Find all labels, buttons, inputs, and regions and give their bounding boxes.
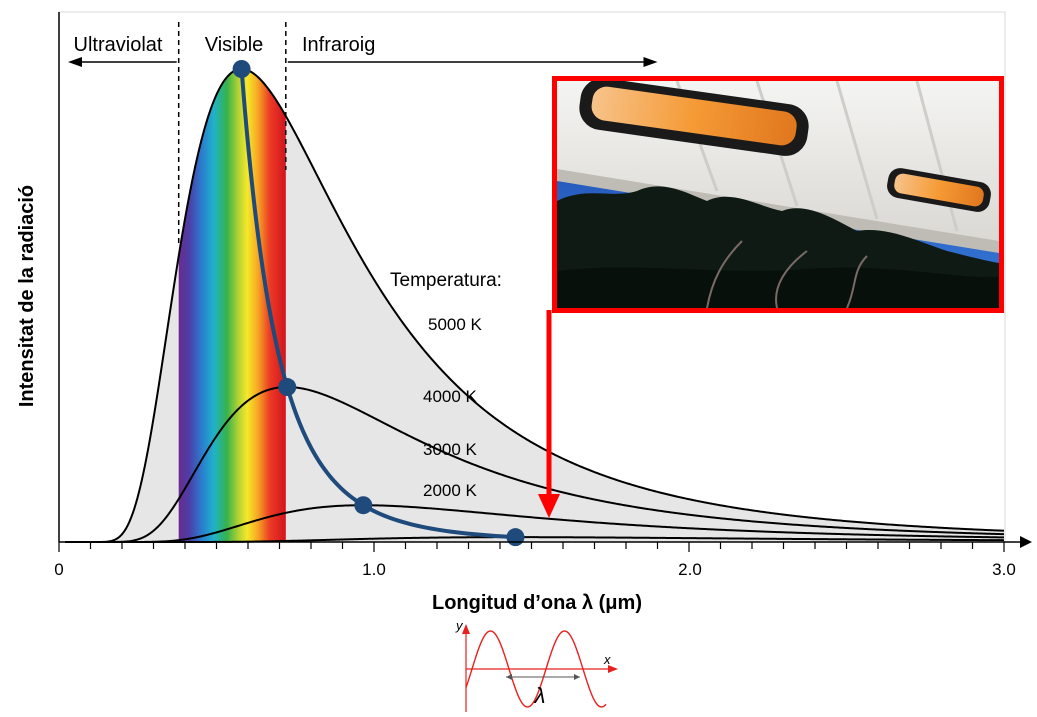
wave-y-arrowhead xyxy=(462,624,470,634)
legend-title: Temperatura: xyxy=(390,270,502,291)
uv-arrow xyxy=(68,57,177,67)
peak-point-5000k xyxy=(232,60,251,78)
x-tick-label-2: 2.0 xyxy=(678,560,702,579)
peak-point-2000k xyxy=(506,528,525,547)
region-label-ultraviolet: Ultraviolat xyxy=(74,34,163,56)
y-axis-label: Intensitat de la radiació xyxy=(16,185,38,407)
photo-pointer-head xyxy=(538,494,560,518)
x-tick-label-1: 1.0 xyxy=(362,560,386,579)
x-axis-arrowhead xyxy=(1020,536,1032,548)
wave-x-label: x xyxy=(603,652,611,667)
series-label-4000k: 4000 K xyxy=(423,387,478,406)
heater-large-glow xyxy=(591,86,797,146)
wave-lambda-label: λ xyxy=(534,683,546,708)
peak-point-4000k xyxy=(278,378,297,397)
curve-3000k xyxy=(65,504,1005,543)
series-label-2000k: 2000 K xyxy=(423,481,478,500)
x-axis-label: Longitud d’ona λ (μm) xyxy=(432,592,642,614)
wavelength-arrow-left xyxy=(506,674,512,680)
sine-wave xyxy=(465,630,607,708)
region-label-visible: Visible xyxy=(205,34,264,56)
wien-displacement-line xyxy=(239,68,516,540)
wave-x-arrowhead xyxy=(608,665,618,673)
x-tick-label-3: 3.0 xyxy=(992,560,1016,579)
wave-inset: y x λ xyxy=(455,618,618,712)
series-label-3000k: 3000 K xyxy=(423,440,478,459)
curve-4000k xyxy=(65,386,1005,543)
ir-arrow xyxy=(287,57,658,67)
wavelength-arrow-right xyxy=(574,674,580,680)
region-label-infrared: Infraroig xyxy=(302,34,375,56)
curve-5000k xyxy=(65,68,1005,543)
series-label-5000k: 5000 K xyxy=(428,315,483,334)
patio-heater-photo xyxy=(552,76,1004,313)
x-tick-label-0: 0 xyxy=(54,560,63,579)
wave-y-label: y xyxy=(455,618,464,633)
peak-point-3000k xyxy=(354,496,373,515)
heater-small-glow xyxy=(894,173,984,207)
x-ticks xyxy=(58,542,1005,552)
